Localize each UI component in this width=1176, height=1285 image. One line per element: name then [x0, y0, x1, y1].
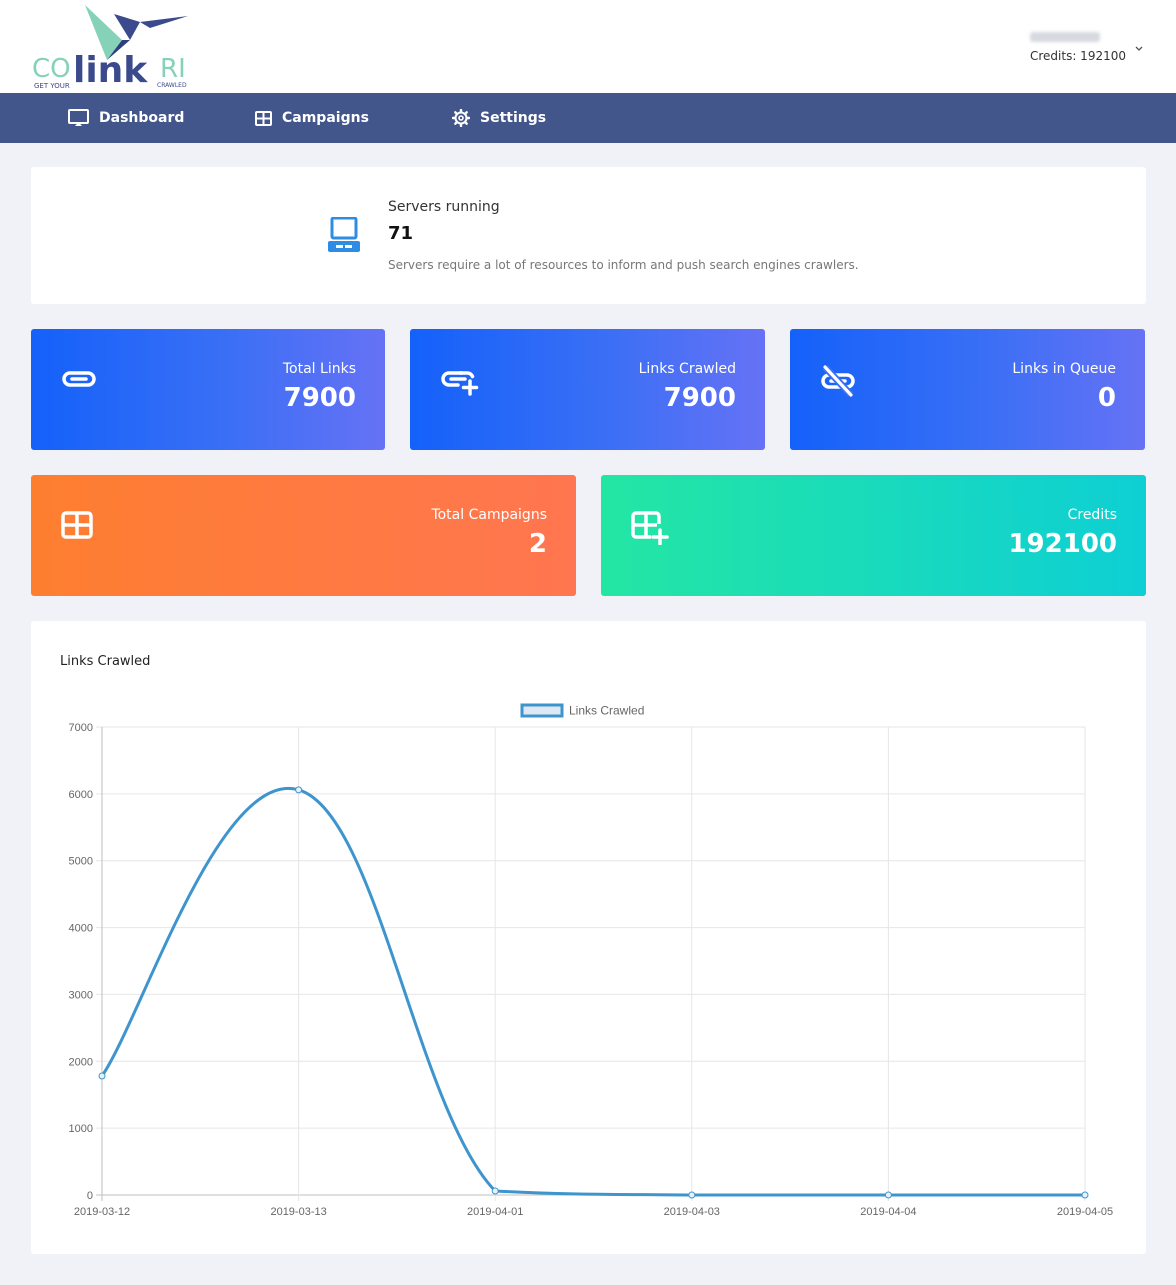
svg-text:GET YOUR: GET YOUR: [34, 82, 70, 90]
y-tick-label: 2000: [69, 1056, 93, 1068]
app-header: CO link RI GET YOUR CRAWLED Credits: 192…: [0, 0, 1176, 93]
stat-label: Total Campaigns: [431, 507, 547, 523]
user-credits: Credits: 192100: [1029, 49, 1126, 63]
stat-value: 7900: [283, 383, 356, 413]
x-tick-label: 2019-04-04: [860, 1206, 916, 1218]
y-tick-label: 1000: [69, 1123, 93, 1135]
chart-card: Links Crawled 0 1000 2000 3000 4000 5000 6000 7…: [31, 621, 1146, 1254]
nav-item-dashboard[interactable]: Dashboard: [68, 93, 184, 143]
x-tick-label: 2019-04-03: [664, 1206, 720, 1218]
stat-value: 192100: [1008, 529, 1117, 559]
legend-label: Links Crawled: [569, 704, 644, 718]
x-tick-label: 2019-03-13: [270, 1206, 326, 1218]
stat-card-total-campaigns[interactable]: Total Campaigns 2: [31, 475, 576, 596]
stat-label: Credits: [1067, 507, 1117, 523]
data-point: [884, 1191, 892, 1199]
stat-value: 2: [528, 529, 547, 559]
x-tick-label: 2019-04-05: [1057, 1206, 1113, 1218]
link-icon: [62, 371, 96, 387]
x-tick-label: 2019-04-01: [467, 1206, 523, 1218]
chevron-down-icon[interactable]: [1135, 46, 1143, 52]
colinkri-logo[interactable]: CO link RI GET YOUR CRAWLED: [30, 4, 200, 92]
monitor-icon: [68, 109, 89, 126]
nav-label: Campaigns: [282, 110, 369, 126]
links-crawled-chart: 0 1000 2000 3000 4000 5000 6000 7000 2019-03-12 2…: [69, 703, 1113, 1218]
y-tick-label: 5000: [69, 856, 93, 868]
svg-text:CO: CO: [32, 54, 71, 84]
nav-item-settings[interactable]: Settings: [452, 93, 546, 143]
main-nav: Dashboard Campaigns Settings: [0, 93, 1176, 143]
table-icon: [255, 110, 272, 126]
data-point: [1081, 1191, 1089, 1199]
nav-item-campaigns[interactable]: Campaigns: [255, 93, 369, 143]
servers-description: Servers require a lot of resources to in…: [388, 258, 859, 272]
chart-card-title: Links Crawled: [60, 654, 151, 669]
stat-card-credits[interactable]: Credits 192100: [601, 475, 1146, 596]
data-point: [295, 786, 303, 794]
servers-title: Servers running: [388, 199, 500, 215]
data-point: [688, 1191, 696, 1199]
stat-value: 7900: [663, 383, 736, 413]
svg-text:link: link: [73, 50, 148, 91]
user-menu[interactable]: Credits: 192100: [1029, 32, 1143, 64]
y-tick-label: 3000: [69, 989, 93, 1001]
y-tick-label: 0: [87, 1190, 93, 1202]
y-tick-label: 4000: [69, 923, 93, 935]
svg-text:CRAWLED: CRAWLED: [157, 82, 187, 89]
series-line: [100, 786, 1085, 1197]
table-plus-icon: [631, 511, 669, 545]
legend-swatch: [520, 703, 564, 718]
svg-text:RI: RI: [160, 54, 186, 84]
nav-label: Settings: [480, 110, 547, 126]
stat-label: Links Crawled: [638, 361, 736, 377]
link-plus-icon: [441, 371, 479, 396]
nav-label: Dashboard: [99, 110, 185, 126]
gear-icon: [452, 109, 470, 127]
stat-label: Links in Queue: [1012, 361, 1116, 377]
data-point: [491, 1187, 499, 1195]
table-icon: [61, 511, 93, 539]
computer-icon: [328, 217, 360, 252]
stat-card-links-crawled[interactable]: Links Crawled 7900: [410, 329, 765, 450]
stat-value: 0: [1097, 383, 1116, 413]
y-tick-label: 7000: [69, 722, 93, 734]
stat-card-links-in-queue[interactable]: Links in Queue 0: [790, 329, 1145, 450]
user-name-blurred: [1029, 32, 1100, 42]
data-point: [98, 1072, 106, 1080]
servers-count: 71: [388, 223, 414, 244]
stat-label: Total Links: [282, 361, 356, 377]
servers-card: Servers running 71 Servers require a lot…: [31, 167, 1146, 304]
y-tick-label: 6000: [69, 789, 93, 801]
x-tick-label: 2019-03-12: [74, 1206, 130, 1218]
stat-card-total-links[interactable]: Total Links 7900: [31, 329, 385, 450]
link-off-icon: [821, 365, 855, 397]
